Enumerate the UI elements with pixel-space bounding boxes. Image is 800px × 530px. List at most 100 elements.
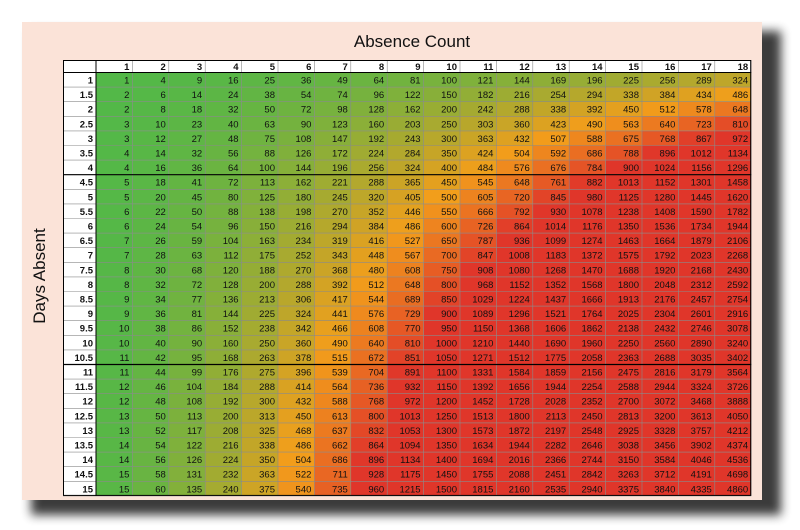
cell-value-label: 48 — [155, 397, 166, 408]
cell-value-label: 1271 — [472, 353, 493, 364]
cell-value-label: 128 — [368, 105, 384, 116]
cell-value-label: 1000 — [436, 338, 457, 349]
heatmap-cell — [460, 233, 497, 248]
cell-value-label: 288 — [296, 280, 312, 291]
row-header: 3 — [88, 134, 93, 145]
cell-value-label: 972 — [732, 134, 748, 145]
heatmap-cell — [642, 393, 679, 409]
cell-value-label: 1156 — [691, 163, 711, 174]
heatmap-cell — [532, 408, 570, 423]
heatmap-cell — [387, 393, 424, 409]
heatmap-cell — [569, 437, 606, 453]
heatmap-cell — [642, 145, 679, 161]
cell-value-label: 4860 — [727, 484, 748, 495]
heatmap-cell — [314, 262, 351, 277]
cell-value-label: 1764 — [581, 309, 602, 320]
heatmap-cell — [314, 408, 351, 423]
cell-value-label: 2944 — [654, 382, 675, 393]
heatmap-cell — [132, 116, 169, 131]
y-axis-label: Days Absent — [30, 228, 49, 324]
cell-value-label: 46 — [155, 382, 166, 393]
heatmap-cell — [423, 174, 460, 190]
cell-value-label: 3078 — [727, 324, 748, 335]
cell-value-label: 49 — [337, 76, 348, 87]
cell-value-label: 1183 — [546, 251, 566, 262]
cell-value-label: 2916 — [727, 309, 748, 320]
cell-value-label: 56 — [228, 149, 239, 160]
heatmap-cell — [460, 422, 497, 438]
cell-value-label: 14 — [119, 455, 130, 466]
heatmap-cell — [350, 335, 388, 350]
cell-value-label: 392 — [587, 105, 603, 116]
heatmap-cell — [132, 160, 169, 175]
heatmap-cell — [496, 174, 533, 190]
cell-value-label: 2352 — [581, 397, 602, 408]
cell-value-label: 689 — [405, 295, 421, 306]
heatmap-cell — [168, 393, 206, 409]
heatmap-cell — [168, 174, 206, 190]
cell-value-label: 300 — [441, 134, 457, 145]
cell-value-label: 216 — [514, 90, 530, 101]
heatmap-cell — [205, 218, 242, 234]
heatmap-cell — [496, 189, 533, 204]
heatmap-cell — [569, 160, 606, 175]
cell-value-label: 224 — [223, 455, 239, 466]
heatmap-cell — [350, 364, 388, 380]
heatmap-cell — [460, 393, 497, 409]
heatmap-cell — [132, 466, 169, 482]
cell-value-label: 324 — [296, 309, 312, 320]
cell-value-label: 95 — [192, 353, 203, 364]
cell-value-label: 30 — [155, 265, 166, 276]
cell-value-label: 640 — [660, 119, 676, 130]
column-header: 8 — [379, 62, 384, 73]
cell-value-label: 52 — [155, 426, 166, 437]
row-header: 8.5 — [80, 295, 94, 306]
cell-value-label: 58 — [155, 470, 166, 481]
cell-value-label: 147 — [332, 134, 348, 145]
cell-value-label: 414 — [296, 382, 312, 393]
heatmap-cell — [714, 335, 752, 350]
heatmap-cell — [532, 160, 570, 175]
heatmap-cell — [278, 72, 315, 88]
cell-value-label: 608 — [368, 324, 384, 335]
cell-value-label: 72 — [228, 178, 239, 189]
cell-value-label: 1666 — [581, 295, 602, 306]
cell-value-label: 126 — [186, 455, 202, 466]
heatmap-cell — [532, 364, 570, 380]
cell-value-label: 144 — [296, 163, 312, 174]
cell-value-label: 138 — [259, 207, 275, 218]
heatmap-cell — [205, 320, 242, 336]
heatmap-cell — [605, 306, 642, 321]
cell-value-label: 1859 — [545, 368, 566, 379]
cell-value-label: 213 — [259, 295, 275, 306]
heatmap-cell — [314, 437, 351, 453]
heatmap-cell — [642, 174, 679, 190]
cell-value-label: 468 — [296, 426, 312, 437]
heatmap-cell — [678, 116, 715, 131]
heatmap-cell — [132, 408, 169, 423]
heatmap-cell — [423, 247, 460, 263]
heatmap-cell — [532, 291, 570, 307]
heatmap-cell — [642, 130, 679, 146]
cell-value-label: 3240 — [727, 338, 748, 349]
heatmap-cell — [205, 233, 242, 248]
heatmap-cell — [714, 306, 752, 321]
heatmap-cell — [205, 306, 242, 321]
heatmap-cell — [532, 320, 570, 336]
cell-value-label: 64 — [228, 163, 239, 174]
heatmap-cell — [241, 276, 278, 292]
heatmap-cell — [569, 320, 606, 336]
heatmap-cell — [678, 233, 715, 248]
cell-value-label: 18 — [155, 178, 166, 189]
cell-value-label: 2700 — [618, 397, 639, 408]
heatmap-cell — [460, 364, 497, 380]
cell-value-label: 896 — [368, 455, 384, 466]
cell-value-label: 750 — [441, 265, 457, 276]
heatmap-cell — [569, 422, 606, 438]
cell-value-label: 3035 — [691, 353, 712, 364]
heatmap-cell — [460, 174, 497, 190]
row-header: 7.5 — [80, 265, 94, 276]
cell-value-label: 1445 — [691, 192, 712, 203]
heatmap-cell — [241, 481, 278, 496]
heatmap-cell — [314, 422, 351, 438]
